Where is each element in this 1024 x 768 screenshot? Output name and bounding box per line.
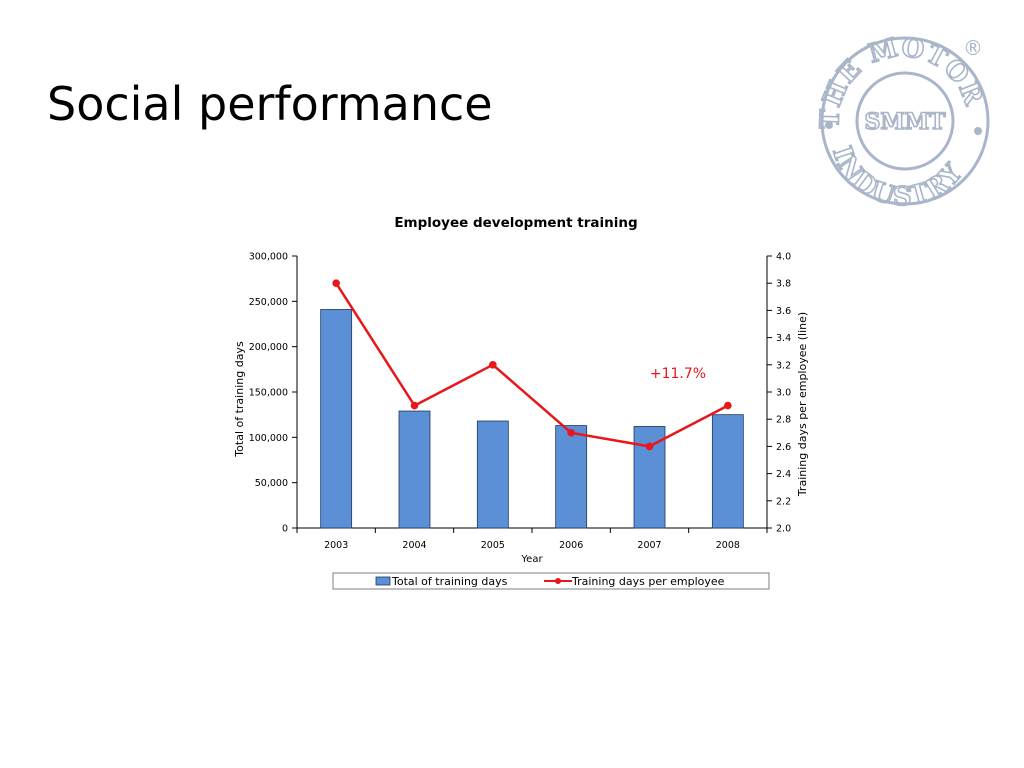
y2-tick-label: 3.4	[776, 333, 791, 344]
chart-title: Employee development training	[394, 215, 637, 231]
bar	[476, 420, 509, 529]
y2-tick-label: 2.0	[776, 524, 791, 535]
y2-tick-label: 4.0	[776, 252, 791, 263]
y2-tick-label: 2.4	[776, 469, 791, 480]
y-tick-label: 250,000	[249, 297, 288, 308]
line-point	[410, 401, 419, 410]
y2-tick-label: 3.2	[776, 360, 791, 371]
y-tick-label: 50,000	[255, 478, 288, 489]
y-tick-label: 100,000	[249, 433, 288, 444]
legend-bar-swatch	[375, 576, 391, 586]
legend-label-line: Training days per employee	[571, 575, 725, 588]
bar	[398, 410, 431, 529]
y-axis-title: Total of training days	[233, 341, 246, 458]
bar	[320, 309, 353, 529]
y2-tick-label: 3.0	[776, 388, 791, 399]
y-tick-label: 200,000	[249, 342, 288, 353]
y-tick-label: 150,000	[249, 388, 288, 399]
series-line	[335, 282, 729, 448]
x-tick-label: 2004	[402, 540, 426, 551]
x-tick-label: 2007	[637, 540, 661, 551]
y2-tick-label: 3.6	[776, 306, 791, 317]
line-point	[724, 401, 732, 410]
smmt-logo: THE MOTOR INDUSTRY SMMT ®	[815, 33, 990, 209]
svg-text:SMMT: SMMT	[865, 109, 947, 135]
y2-tick-label: 2.8	[776, 415, 791, 426]
y-tick-label: 0	[282, 524, 288, 535]
x-tick-label: 2006	[559, 540, 583, 551]
y2-tick-label: 2.6	[776, 442, 791, 453]
y-tick-label: 300,000	[249, 252, 288, 263]
x-tick-label: 2003	[324, 540, 348, 551]
legend-label-bars: Total of training days	[391, 575, 508, 588]
line-point	[567, 429, 575, 437]
legend-line-marker	[555, 578, 561, 584]
x-axis-title: Year	[520, 554, 543, 565]
legend: Total of training days Training days per…	[332, 572, 770, 590]
line-point	[645, 442, 654, 451]
y2-axis-title: Training days per employee (line)	[796, 312, 809, 497]
slide-title: Social performance	[47, 77, 493, 131]
line-point	[332, 279, 340, 288]
line-point	[489, 361, 497, 369]
y2-tick-label: 2.2	[776, 496, 791, 507]
bar	[711, 414, 744, 529]
x-tick-label: 2008	[716, 540, 740, 551]
y2-tick-label: 3.8	[776, 279, 791, 290]
svg-text:®: ®	[963, 36, 983, 60]
annotation-label: +11.7%	[650, 366, 706, 382]
x-tick-label: 2005	[481, 540, 505, 551]
bar	[555, 425, 588, 529]
